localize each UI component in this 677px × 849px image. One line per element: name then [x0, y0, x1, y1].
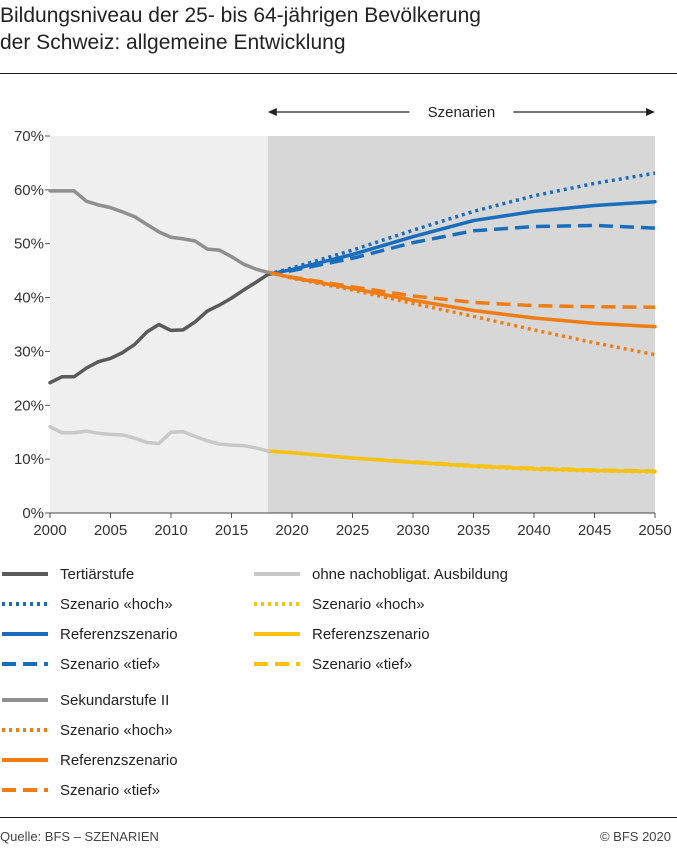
legend-label: Referenzszenario	[312, 625, 430, 643]
legend-item: Sekundarstufe II	[0, 689, 169, 711]
x-tick-label: 2045	[578, 522, 611, 539]
chart-title-line-2: der Schweiz: allgemeine Entwicklung	[0, 31, 346, 54]
legend-item: Tertiärstufe	[0, 563, 134, 585]
series-line-secondary-solid-scenario	[266, 270, 657, 329]
legend-label: Szenario «hoch»	[60, 595, 173, 613]
series-line-compulsory-dashed-scenario	[267, 449, 656, 473]
legend-label: Szenario «tief»	[60, 781, 161, 799]
x-tick-label: 2000	[33, 522, 66, 539]
legend-swatch	[2, 602, 48, 606]
legend-item: Referenzszenario	[252, 623, 430, 645]
series-line-tertiary-historic	[48, 272, 270, 385]
series-line-compulsory-historic	[48, 425, 270, 453]
legend-item: Referenzszenario	[0, 749, 178, 771]
x-tick-label: 2025	[336, 522, 369, 539]
legend-swatch	[254, 602, 300, 606]
legend-swatch	[2, 728, 48, 732]
legend-label: Szenario «hoch»	[312, 595, 425, 613]
series-line-secondary-dashed-scenario	[267, 270, 656, 310]
legend-item: ohne nachobligat. Ausbildung	[252, 563, 508, 585]
scenario-arrow-left-head	[267, 108, 277, 116]
legend-swatch	[2, 632, 48, 636]
y-tick-label: 40%	[14, 290, 44, 307]
legend-label: Szenario «tief»	[312, 655, 413, 673]
y-tick-label: 20%	[14, 397, 44, 414]
legend-item: Szenario «tief»	[0, 779, 160, 801]
legend-label: Szenario «hoch»	[60, 721, 173, 739]
legend-swatch	[2, 572, 48, 576]
legend-label: Tertiärstufe	[60, 565, 135, 583]
x-tick-label: 2040	[517, 522, 550, 539]
legend-label: ohne nachobligat. Ausbildung	[312, 565, 508, 583]
legend-swatch	[2, 698, 48, 702]
y-tick-label: 60%	[14, 182, 44, 199]
series-line-tertiary-solid-scenario	[266, 199, 657, 277]
x-tick-label: 2035	[457, 522, 490, 539]
legend-item: Referenzszenario	[0, 623, 178, 645]
x-tick-label: 2020	[275, 522, 308, 539]
legend-item: Szenario «hoch»	[252, 593, 425, 615]
series-line-tertiary-dotted-scenario	[267, 171, 656, 277]
line-chart: 0% 10% 20% 30% 40% 50% 60% 70% 2000 2005 2010 2015 2…	[14, 104, 672, 539]
legend-swatch	[2, 758, 48, 762]
series-line-secondary-historic	[48, 189, 270, 275]
scenario-arrow-right-head	[646, 108, 655, 116]
legend-label: Sekundarstufe II	[60, 691, 170, 709]
y-tick-label: 0%	[22, 505, 44, 522]
footer-divider	[0, 817, 677, 818]
legend-swatch	[2, 788, 48, 792]
legend-swatch	[254, 632, 300, 636]
legend-swatch	[254, 662, 300, 666]
legend-label: Szenario «tief»	[60, 655, 161, 673]
chart-title: Bildungsniveau der 25- bis 64-jährigen B…	[0, 2, 677, 56]
x-tick-label: 2015	[215, 522, 248, 539]
legend-label: Referenzszenario	[60, 625, 178, 643]
legend-label: Referenzszenario	[60, 751, 178, 769]
y-tick-label: 70%	[14, 128, 44, 145]
x-tick-label: 2050	[638, 522, 671, 539]
legend-swatch	[254, 572, 300, 576]
x-tick-label: 2005	[94, 522, 127, 539]
title-divider	[0, 73, 677, 74]
y-tick-label: 50%	[14, 236, 44, 253]
legend-swatch	[2, 662, 48, 666]
source-note: Quelle: BFS – SZENARIEN	[0, 829, 159, 844]
x-tick-label: 2010	[154, 522, 187, 539]
series-line-tertiary-dashed-scenario	[267, 223, 656, 277]
copyright-note: © BFS 2020	[599, 829, 671, 844]
x-tick-label: 2030	[396, 522, 429, 539]
legend-item: Szenario «tief»	[252, 653, 412, 675]
legend-item: Szenario «hoch»	[0, 593, 173, 615]
legend-item: Szenario «tief»	[0, 653, 160, 675]
y-tick-label: 30%	[14, 343, 44, 360]
legend-item: Szenario «hoch»	[0, 719, 173, 741]
chart-title-line-1: Bildungsniveau der 25- bis 64-jährigen B…	[0, 4, 481, 27]
scenario-label: Szenarien	[428, 104, 496, 121]
y-tick-label: 10%	[14, 451, 44, 468]
